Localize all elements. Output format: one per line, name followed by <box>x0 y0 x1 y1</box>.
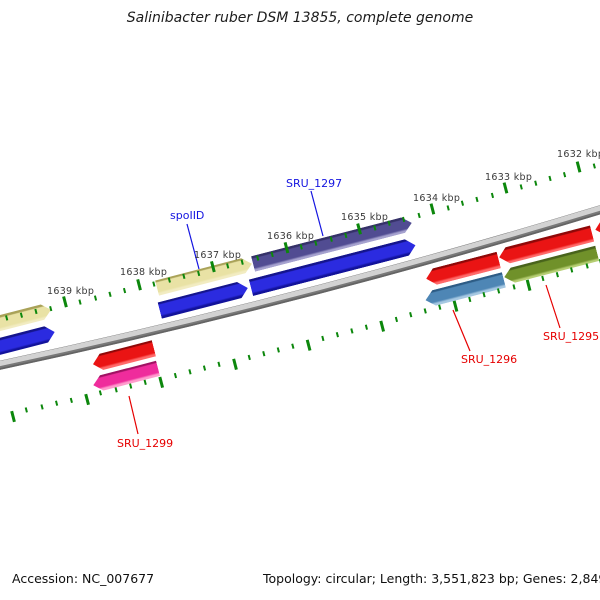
inner-minor-tick <box>555 271 560 277</box>
outer-minor-tick <box>78 298 82 304</box>
pointer-line-SRU_1299 <box>128 395 139 435</box>
inner-minor-tick <box>409 311 413 318</box>
ruler-label-1637: 1637 kbp <box>194 250 242 261</box>
inner-minor-tick <box>25 407 29 413</box>
gene-label-SRU_1297: SRU_1297 <box>286 177 343 190</box>
gene-label-SRU_1296: SRU_1296 <box>461 353 518 366</box>
outer-minor-tick <box>592 162 596 168</box>
inner-minor-tick <box>143 379 147 385</box>
pointer-line-SRU_1295 <box>545 284 561 329</box>
inner-major-tick <box>526 279 532 291</box>
ruler-label-1633: 1633 kbp <box>485 172 533 183</box>
ruler-label-1635: 1635 kbp <box>341 212 389 223</box>
outer-minor-tick <box>534 179 538 185</box>
outer-minor-tick <box>563 171 567 177</box>
inner-major-tick <box>84 393 90 405</box>
inner-minor-tick <box>350 327 354 333</box>
outer-minor-tick <box>49 305 53 311</box>
outer-minor-tick <box>490 192 494 198</box>
outer-minor-tick <box>519 183 523 190</box>
outer-major-tick <box>575 160 582 173</box>
inner-minor-tick <box>217 361 221 367</box>
inner-major-tick <box>158 375 164 388</box>
inner-minor-tick <box>173 372 177 378</box>
inner-minor-tick <box>69 396 73 403</box>
inner-minor-tick <box>291 342 295 349</box>
outer-minor-tick <box>548 175 552 181</box>
inner-major-tick <box>232 357 238 370</box>
inner-minor-tick <box>335 331 339 337</box>
ruler-label-1639: 1639 kbp <box>47 286 95 297</box>
inner-minor-tick <box>247 354 251 360</box>
ruler-label-1632: 1632 kbp <box>557 149 600 160</box>
inner-minor-tick <box>511 283 516 289</box>
inner-major-tick <box>452 299 459 312</box>
inner-minor-tick <box>320 335 325 341</box>
pointer-line-SRU_1296 <box>452 309 471 352</box>
map-title: Salinibacter ruber DSM 13855, complete g… <box>126 10 474 26</box>
inner-minor-tick <box>276 346 280 353</box>
inner-minor-tick <box>262 350 266 356</box>
backbone <box>0 194 600 376</box>
outer-minor-tick <box>475 196 479 202</box>
outer-minor-tick <box>108 291 112 297</box>
status-accession: Accession: NC_007677 <box>12 571 155 586</box>
inner-minor-tick <box>438 303 442 310</box>
inner-major-tick <box>379 319 386 332</box>
status-genome-details: Topology: circular; Length: 3,551,823 bp… <box>263 571 600 586</box>
inner-major-tick <box>9 410 16 422</box>
inner-minor-tick <box>54 400 59 406</box>
gene-label-SRU_1295: SRU_1295 <box>543 330 600 343</box>
inner-minor-tick <box>541 275 545 281</box>
inner-minor-tick <box>202 365 207 371</box>
ruler-label-1634: 1634 kbp <box>413 193 461 204</box>
pointer-line-spoIID <box>186 223 200 270</box>
inner-minor-tick <box>39 403 44 410</box>
pointer-line-SRU_1297 <box>310 190 324 237</box>
gene-label-spoIID: spoIID <box>170 209 205 222</box>
inner-minor-tick <box>423 307 428 314</box>
inner-major-tick <box>305 339 312 351</box>
gene-label-SRU_1299: SRU_1299 <box>117 437 174 450</box>
inner-minor-tick <box>99 390 103 396</box>
inner-minor-tick <box>188 368 192 375</box>
ruler-label-1636: 1636 kbp <box>267 231 315 242</box>
inner-minor-tick <box>128 383 133 389</box>
ruler-label-1638: 1638 kbp <box>120 267 168 278</box>
inner-minor-tick <box>394 315 398 322</box>
inner-minor-tick <box>570 266 574 273</box>
inner-minor-tick <box>365 323 369 330</box>
